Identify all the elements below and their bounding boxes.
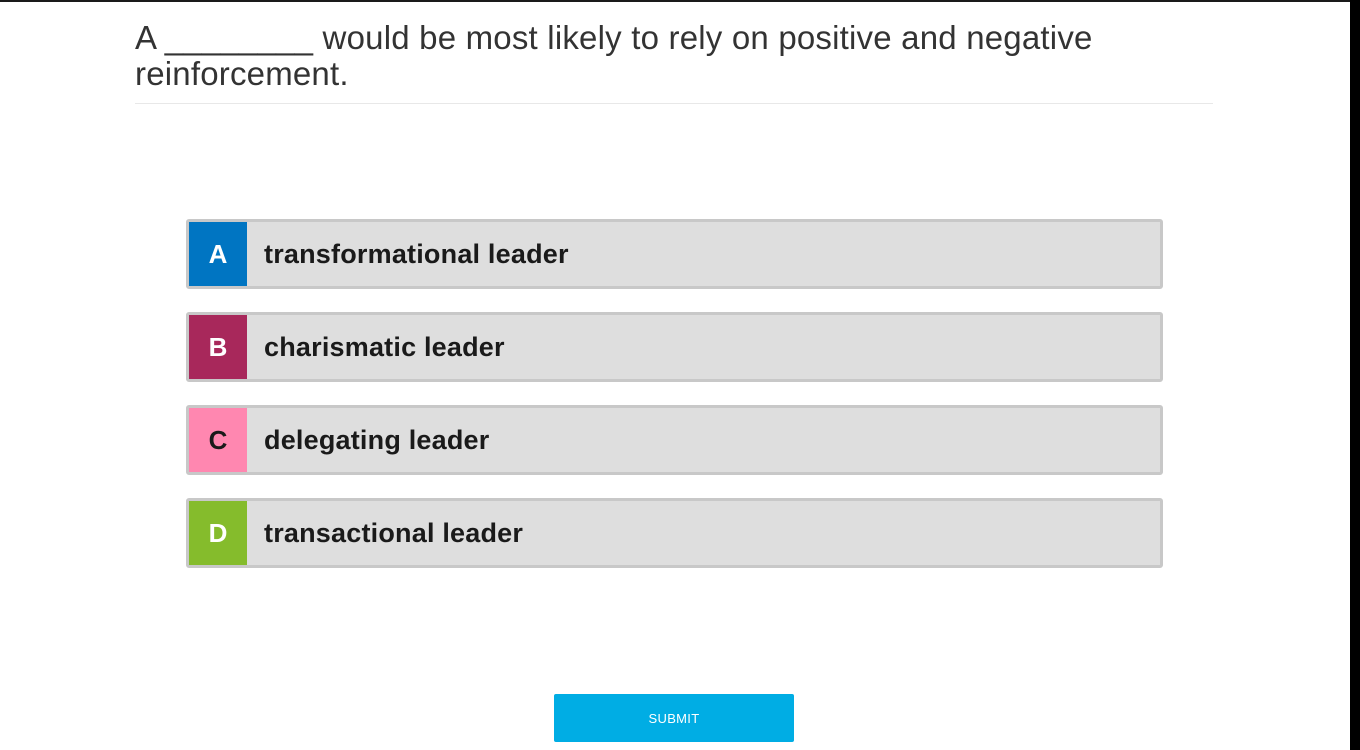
option-letter-badge: D <box>189 501 247 565</box>
option-letter-badge: B <box>189 315 247 379</box>
right-edge-border <box>1350 0 1360 750</box>
option-b[interactable]: B charismatic leader <box>186 312 1163 382</box>
answer-options: A transformational leader B charismatic … <box>186 219 1163 591</box>
option-d[interactable]: D transactional leader <box>186 498 1163 568</box>
option-a[interactable]: A transformational leader <box>186 219 1163 289</box>
option-letter-badge: A <box>189 222 247 286</box>
option-label: charismatic leader <box>264 331 505 362</box>
option-letter-badge: C <box>189 408 247 472</box>
option-c[interactable]: C delegating leader <box>186 405 1163 475</box>
question-text: A ________ would be most likely to rely … <box>135 19 1093 92</box>
submit-button[interactable]: SUBMIT <box>554 694 794 742</box>
question-divider <box>135 103 1213 104</box>
option-label: transformational leader <box>264 238 569 269</box>
option-label: delegating leader <box>264 424 490 455</box>
option-label: transactional leader <box>264 517 524 548</box>
top-edge-border <box>0 0 1350 2</box>
